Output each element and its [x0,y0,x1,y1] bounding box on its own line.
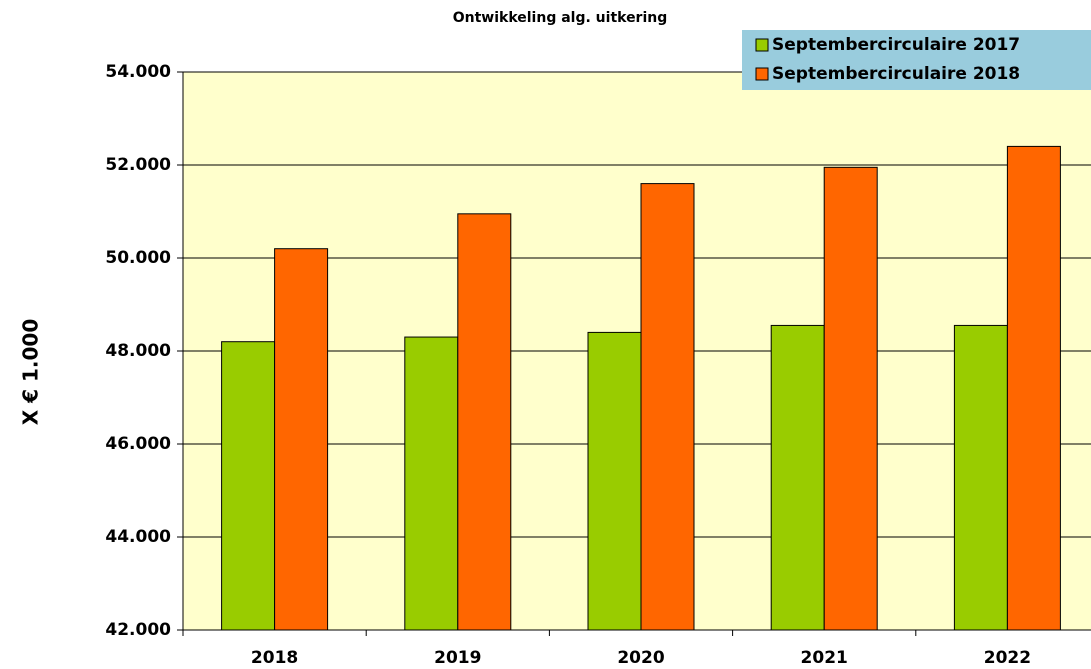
bar [953,324,1008,631]
bar [587,331,642,631]
x-tick-label: 2022 [984,648,1031,668]
x-tick-label: 2019 [434,648,481,668]
bar [404,336,459,631]
bar [274,248,329,631]
legend-swatch [755,67,769,81]
y-tick-label: 54.000 [105,62,171,82]
x-tick-label: 2021 [801,648,848,668]
bar [823,166,878,631]
y-tick-label: 42.000 [105,620,171,640]
chart-title: Ontwikkeling alg. uitkering [453,10,668,26]
bar [770,324,825,631]
x-tick-label: 2018 [251,648,298,668]
bar [1006,145,1061,631]
bar [457,213,512,631]
x-tick-label: 2020 [617,648,664,668]
y-tick-label: 52.000 [105,155,171,175]
legend-label: Septembercirculaire 2018 [772,64,1020,84]
legend-label: Septembercirculaire 2017 [772,35,1020,55]
legend [742,30,1091,90]
y-tick-label: 50.000 [105,248,171,268]
y-axis-label: X € 1.000 [19,319,43,426]
bar [221,341,276,631]
y-tick-label: 44.000 [105,527,171,547]
y-tick-label: 46.000 [105,434,171,454]
bar [640,183,695,631]
legend-swatch [755,38,769,52]
y-tick-label: 48.000 [105,341,171,361]
